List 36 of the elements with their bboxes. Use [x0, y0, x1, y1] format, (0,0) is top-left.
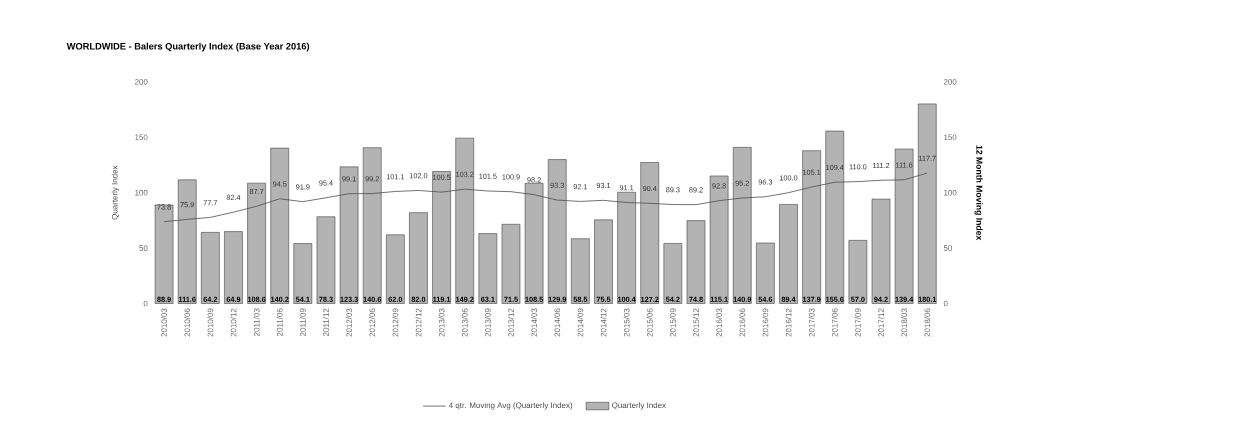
bar [247, 183, 266, 304]
bar [224, 231, 243, 304]
bar [871, 198, 891, 304]
bar [478, 233, 498, 304]
bar [154, 204, 174, 304]
bar [201, 232, 220, 304]
bar [339, 166, 359, 304]
bar [917, 103, 937, 304]
bar [848, 240, 868, 304]
bar [640, 162, 660, 304]
bar [409, 212, 428, 304]
bar [270, 148, 289, 304]
bar [524, 183, 544, 304]
bar [756, 242, 775, 304]
bar [617, 192, 636, 304]
bar [432, 171, 451, 304]
bar [386, 234, 405, 304]
bar [455, 138, 475, 304]
bar [825, 130, 845, 304]
bar [316, 216, 336, 304]
bar [594, 219, 613, 304]
bar [686, 220, 706, 304]
bar [802, 150, 821, 304]
bar [547, 159, 567, 304]
bar [663, 243, 683, 304]
bar [709, 175, 729, 304]
bar [894, 148, 914, 304]
bar [732, 147, 752, 304]
bar [177, 179, 197, 304]
bar [779, 204, 798, 304]
chart-title: WORLDWIDE - Balers Quarterly Index (Base Year 2016) [66, 42, 310, 52]
bar [293, 243, 313, 304]
bar [501, 224, 521, 304]
bar [571, 238, 590, 304]
bar [362, 147, 382, 304]
y2-axis-title: 12 Month Moving Index [974, 145, 983, 241]
